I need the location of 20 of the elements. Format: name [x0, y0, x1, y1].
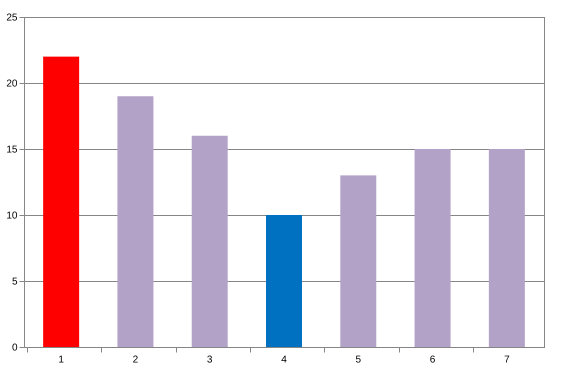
y-tick-label: 10 — [6, 210, 18, 222]
y-tick-label: 5 — [12, 276, 18, 288]
bar — [488, 149, 525, 347]
y-tick-label: 15 — [6, 144, 18, 156]
bar — [340, 175, 376, 347]
x-tick-label: 6 — [430, 354, 436, 366]
bar — [192, 136, 228, 347]
y-tick-label: 20 — [6, 78, 18, 90]
x-tick-label: 4 — [281, 354, 288, 366]
x-tick-label: 1 — [58, 354, 64, 366]
bar — [266, 215, 302, 347]
x-tick-label: 5 — [356, 354, 362, 366]
bar — [414, 149, 451, 347]
y-tick-label: 0 — [12, 342, 18, 354]
bar — [43, 56, 80, 347]
x-tick-label: 2 — [132, 354, 139, 366]
bar — [117, 96, 154, 347]
x-tick-label: 7 — [504, 354, 510, 366]
x-tick-label: 3 — [206, 354, 213, 366]
y-tick-label: 25 — [6, 12, 18, 24]
